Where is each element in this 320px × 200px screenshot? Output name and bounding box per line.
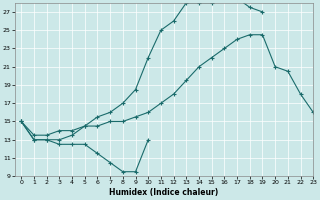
X-axis label: Humidex (Indice chaleur): Humidex (Indice chaleur): [109, 188, 219, 197]
